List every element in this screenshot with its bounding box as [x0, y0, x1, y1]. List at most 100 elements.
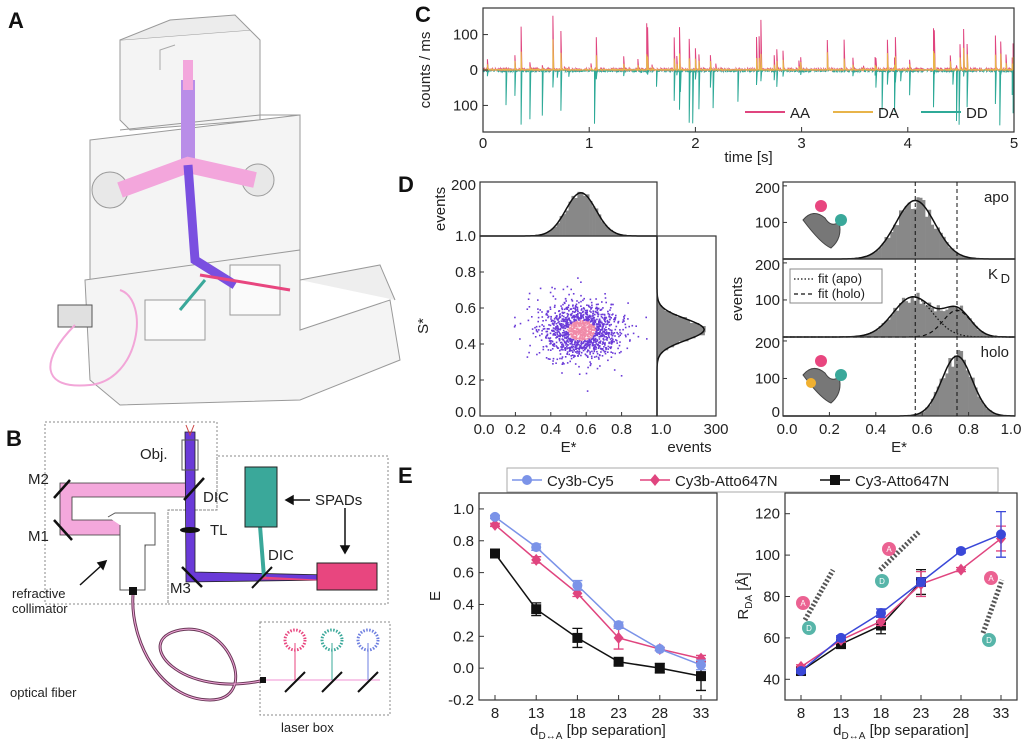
data-point: [956, 545, 966, 556]
scatter-point: [567, 315, 569, 317]
scatter-point: [591, 344, 594, 347]
histogram-bar: [586, 194, 590, 236]
scatter-point: [580, 312, 582, 314]
histogram-bar: [861, 257, 865, 259]
scatter-point: [558, 317, 560, 320]
scatter-point: [617, 333, 619, 335]
histogram-bar: [974, 325, 978, 337]
chart-d-histograms: 200 100 apo 200 100 K D 200 100 0 holo fit (apo)fit…: [729, 180, 1021, 456]
scatter-point: [632, 332, 635, 335]
scatter-point: [595, 343, 598, 345]
histogram-bar: [881, 243, 885, 259]
scatter-point: [561, 311, 564, 314]
x-tick-label: 0.2: [505, 421, 526, 438]
scatter-point: [567, 347, 570, 349]
histogram-bar: [577, 191, 581, 236]
scatter-point: [552, 327, 555, 329]
histogram-bar: [968, 318, 972, 337]
scatter-point: [575, 303, 578, 306]
scatter-point: [549, 358, 551, 360]
scatter-point: [555, 326, 557, 328]
scatter-point: [536, 353, 538, 356]
scatter-point: [556, 336, 559, 338]
scatter-point: [564, 318, 567, 321]
scatter-point: [615, 325, 618, 328]
scatter-point: [573, 355, 576, 357]
scatter-point: [564, 348, 567, 351]
scatter-point: [591, 342, 594, 344]
chart-c-time-trace: 0 1 2 3 4 5 100 0 100 time [s] counts / ms AA DA DD: [417, 7, 1018, 166]
scatter-point: [590, 331, 592, 333]
scatter-point: [596, 312, 599, 315]
scatter-point: [596, 309, 599, 311]
scatter-point: [579, 335, 581, 338]
scatter-point: [610, 346, 613, 348]
scatter-point: [571, 324, 573, 327]
x-axis-label-part: d: [530, 722, 538, 739]
scatter-point: [559, 313, 561, 315]
scatter-point: [604, 320, 606, 322]
scatter-point: [600, 328, 602, 331]
scatter-point: [584, 331, 586, 333]
x-tick-label: 13: [528, 705, 545, 722]
scatter-point: [607, 359, 609, 362]
scatter-point: [572, 293, 575, 295]
scatter-point: [578, 312, 581, 314]
scatter-point: [578, 347, 581, 350]
histogram-bar: [936, 227, 940, 259]
scatter-point: [567, 322, 569, 324]
scatter-point: [562, 288, 565, 291]
data-point: [830, 475, 840, 485]
scatter-point: [541, 333, 543, 335]
scatter-point: [580, 314, 582, 316]
scatter-point: [568, 324, 570, 326]
scatter-point: [557, 321, 559, 324]
scatter-point: [563, 340, 566, 342]
scatter-point: [587, 320, 589, 322]
scatter-point: [607, 335, 610, 337]
detection-module-box: [167, 455, 389, 605]
scatter-point: [584, 312, 587, 314]
scatter-point: [635, 325, 637, 327]
series-DA-trace: [482, 39, 1014, 72]
histogram-bar: [657, 308, 665, 312]
scatter-point: [582, 310, 584, 313]
scatter-point: [597, 307, 600, 310]
scatter-point: [556, 327, 559, 330]
scatter-point: [552, 357, 555, 360]
scatter-point: [627, 302, 629, 304]
scatter-point: [583, 328, 585, 331]
scatter-point: [599, 324, 601, 326]
scatter-point: [566, 362, 569, 364]
scatter-point: [541, 311, 543, 313]
scatter-point: [586, 314, 589, 316]
x-axis-label-part: [bp separation]: [865, 722, 968, 739]
scatter-point: [567, 337, 570, 340]
scatter-point: [611, 341, 614, 344]
histogram-bar: [899, 210, 903, 259]
scatter-point: [558, 331, 560, 333]
histogram-bar: [901, 297, 906, 337]
acceptor-dye: [815, 355, 827, 367]
scatter-point: [599, 321, 601, 324]
scatter-point: [616, 331, 618, 334]
label-tube-lens: TL: [210, 522, 228, 539]
scatter-point: [583, 297, 585, 300]
scatter-point: [585, 321, 588, 324]
scatter-point: [551, 340, 554, 343]
scatter-point: [593, 348, 595, 351]
scatter-point: [575, 321, 577, 324]
histogram-bar: [922, 200, 926, 259]
scatter-point: [575, 314, 578, 316]
histogram-bar: [890, 314, 894, 337]
scatter-point: [580, 347, 582, 350]
scatter-point: [574, 342, 576, 344]
scatter-point: [609, 338, 612, 340]
scatter-point: [580, 328, 582, 330]
histogram-bar: [910, 208, 914, 259]
scatter-point: [597, 332, 600, 335]
scatter-point: [554, 298, 557, 300]
scatter-point: [593, 326, 596, 328]
scatter-point: [592, 325, 594, 328]
scatter-point: [563, 318, 565, 321]
